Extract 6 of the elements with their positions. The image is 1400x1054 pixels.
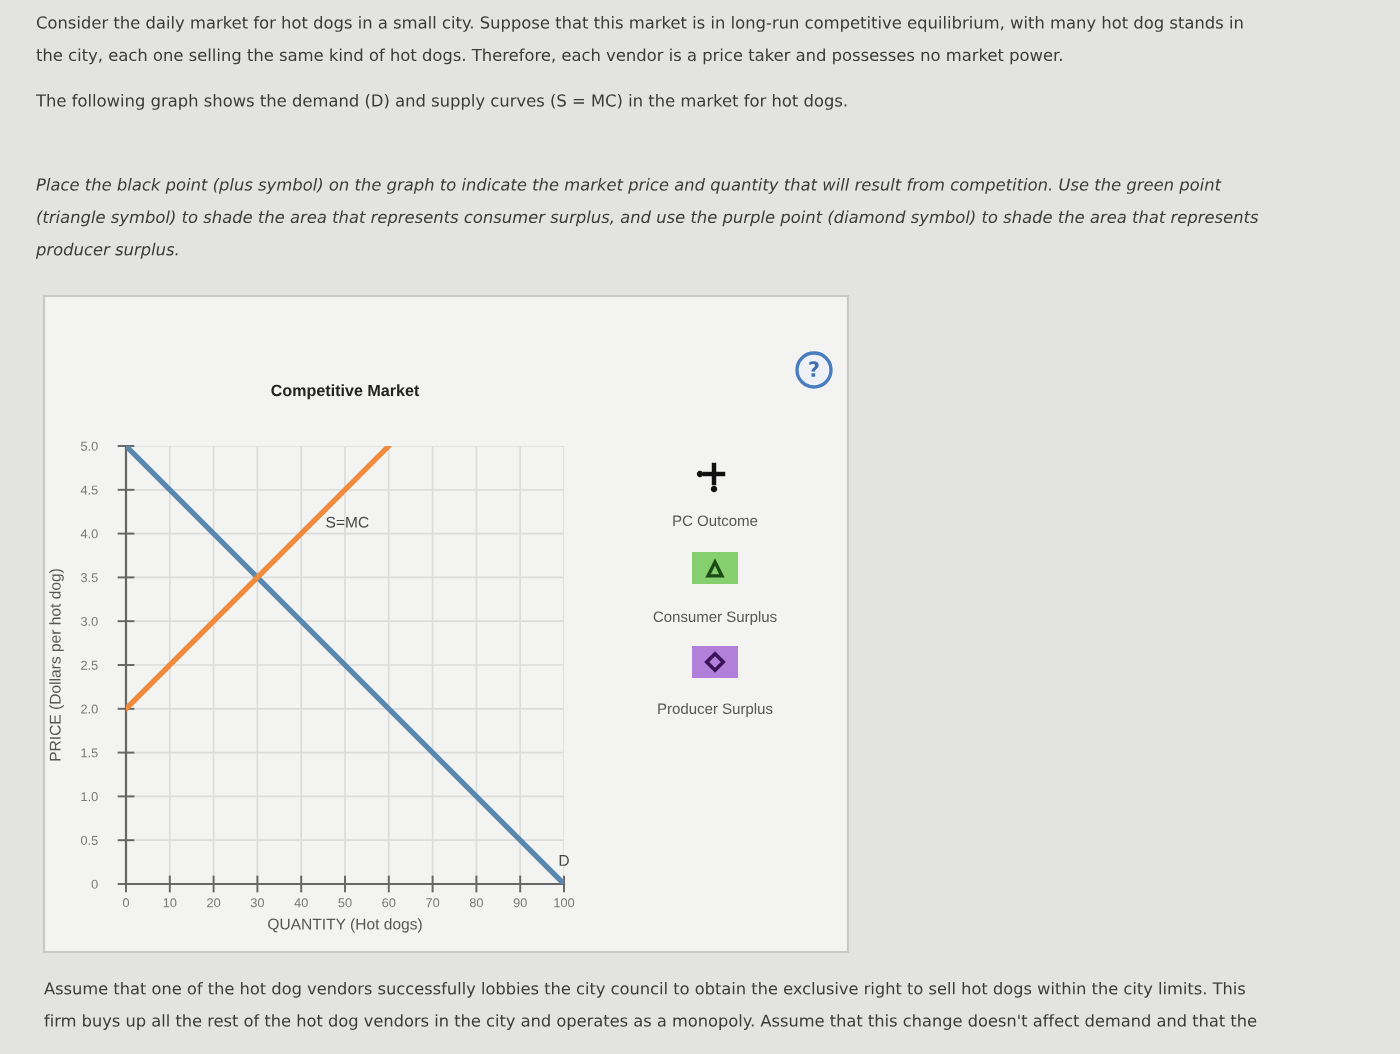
text: Place the black point (plus symbol) on the graph to indicate the market price and quantity that will result from competition. Use the green point (triangle symbol) to shade the area that represents consumer surplus, and use the purple point (diamond symbol) to shade the area that represents producer surplus. bbox=[35, 178, 1259, 259]
text: ? bbox=[809, 361, 819, 377]
text: Consider the daily market for hot dogs in a small city. Suppose that this market is in long-run competitive equilibrium, with many hot dog stands in the city, each one selling the same kind of hot dogs. Therefore, each vendor is a price taker and possesses no market power. bbox=[36, 16, 1243, 65]
chart-title: Competitive Market bbox=[271, 384, 420, 400]
text: The following graph shows the demand (D) and supply curves (S = MC) in the market for hot dogs. bbox=[35, 94, 847, 110]
text: Assume that one of the hot dog vendors successfully lobbies the city council to obtain the exclusive right to sell hot dogs within the city limits. This firm buys up all the rest of the hot dog vendors in the city and operates as a monopoly. Assume that this change doesn't affect demand and that the bbox=[44, 982, 1257, 1030]
